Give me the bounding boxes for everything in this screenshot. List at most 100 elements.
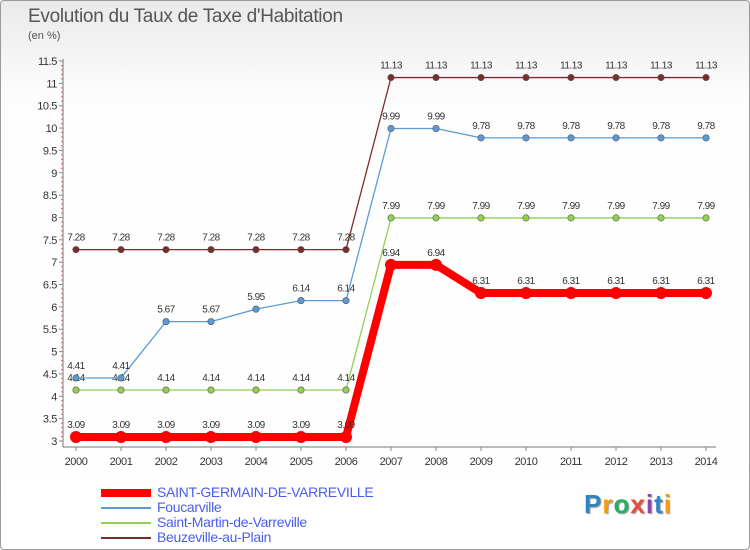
- legend-item-foucarville[interactable]: Foucarville: [101, 500, 373, 515]
- series-point: [700, 287, 712, 300]
- series-point: [610, 287, 622, 300]
- data-label: 4.14: [247, 373, 265, 384]
- legend-label-saint-germain: SAINT-GERMAIN-DE-VARREVILLE: [157, 484, 374, 500]
- data-label: 7.99: [472, 201, 490, 212]
- x-tick-label: 2003: [200, 456, 223, 468]
- legend: SAINT-GERMAIN-DE-VARREVILLE Foucarville …: [101, 484, 374, 545]
- data-label: 4.14: [202, 373, 220, 384]
- data-label: 11.13: [605, 61, 628, 72]
- x-tick-label: 2008: [425, 456, 448, 468]
- data-label: 11.13: [425, 61, 448, 72]
- legend-item-saint-martin[interactable]: Saint-Martin-de-Varreville: [101, 515, 373, 530]
- series-point: [432, 125, 440, 133]
- data-label: 11.13: [470, 61, 493, 72]
- series-point: [612, 134, 620, 142]
- x-tick-label: 2007: [380, 456, 403, 468]
- series-point: [655, 287, 667, 300]
- data-label: 7.28: [157, 233, 175, 244]
- data-label: 3.09: [157, 420, 175, 431]
- series-point: [657, 134, 665, 142]
- data-label: 7.99: [427, 201, 445, 212]
- series-point: [160, 430, 172, 443]
- data-label: 11.13: [695, 61, 718, 72]
- y-tick-label: 8.5: [43, 190, 57, 202]
- series-point: [162, 386, 170, 394]
- data-label: 4.14: [292, 373, 310, 384]
- data-label: 5.95: [247, 292, 265, 303]
- y-tick-label: 7: [51, 257, 57, 269]
- legend-label-foucarville: Foucarville: [157, 499, 222, 515]
- series-point: [295, 430, 307, 443]
- series-point: [117, 386, 125, 394]
- data-label: 9.78: [472, 121, 490, 132]
- y-tick-label: 3: [51, 436, 57, 448]
- x-tick-label: 2011: [560, 456, 582, 468]
- data-label: 4.41: [67, 361, 85, 372]
- data-label: 9.78: [517, 121, 535, 132]
- y-tick-label: 7.5: [43, 235, 57, 247]
- series-point: [387, 74, 395, 82]
- data-label: 4.14: [337, 373, 355, 384]
- data-label: 6.31: [562, 276, 580, 287]
- series-point: [252, 305, 260, 313]
- series-point: [657, 214, 665, 222]
- data-label: 7.28: [112, 233, 130, 244]
- y-tick-label: 8: [51, 212, 57, 224]
- data-label: 11.13: [515, 61, 538, 72]
- data-label: 7.99: [562, 201, 580, 212]
- data-label: 3.09: [337, 420, 355, 431]
- data-label: 5.67: [157, 305, 175, 316]
- series-point: [342, 297, 350, 305]
- legend-label-beuzeville: Beuzeville-au-Plain: [157, 529, 272, 545]
- data-label: 6.31: [607, 276, 625, 287]
- logo-letter: o: [613, 489, 631, 519]
- series-point: [565, 287, 577, 300]
- data-label: 3.09: [202, 420, 220, 431]
- series-point: [297, 386, 305, 394]
- series-point: [477, 134, 485, 142]
- legend-item-saint-germain[interactable]: SAINT-GERMAIN-DE-VARREVILLE: [101, 484, 374, 500]
- logo-letter: r: [602, 489, 614, 519]
- logo-letter: x: [630, 489, 646, 519]
- y-tick-label: 5.5: [43, 324, 57, 336]
- series-point: [522, 134, 530, 142]
- series-point: [342, 246, 350, 254]
- x-tick-label: 2009: [470, 456, 493, 468]
- x-tick-label: 2001: [110, 456, 133, 468]
- series-point: [207, 246, 215, 254]
- data-label: 7.99: [697, 201, 715, 212]
- series-point: [522, 74, 530, 82]
- y-tick-label: 6: [51, 302, 57, 314]
- data-label: 9.99: [382, 112, 400, 123]
- x-tick-label: 2006: [335, 456, 358, 468]
- series-point: [162, 246, 170, 254]
- y-tick-label: 5: [51, 347, 57, 359]
- series-point: [567, 74, 575, 82]
- legend-swatch-saint-martin: [101, 521, 151, 524]
- series-point: [340, 430, 352, 443]
- data-label: 9.78: [607, 121, 625, 132]
- series-point: [70, 430, 82, 443]
- series-point: [477, 214, 485, 222]
- data-label: 7.99: [607, 201, 625, 212]
- legend-item-beuzeville[interactable]: Beuzeville-au-Plain: [101, 530, 373, 545]
- data-label: 6.31: [472, 276, 490, 287]
- series-point: [567, 134, 575, 142]
- data-label: 7.99: [517, 201, 535, 212]
- x-tick-label: 2000: [65, 456, 88, 468]
- x-tick-label: 2013: [650, 456, 673, 468]
- series-point: [567, 214, 575, 222]
- y-tick-label: 6.5: [43, 280, 57, 292]
- series-point: [72, 246, 80, 254]
- data-label: 5.67: [202, 305, 220, 316]
- data-label: 6.31: [697, 276, 715, 287]
- series-point: [205, 430, 217, 443]
- data-label: 6.14: [337, 284, 355, 295]
- data-label: 11.13: [650, 61, 673, 72]
- series-point: [522, 214, 530, 222]
- series-point: [115, 430, 127, 443]
- series-point: [477, 74, 485, 82]
- series-point: [117, 374, 125, 382]
- series-point: [297, 246, 305, 254]
- chart-title: Evolution du Taux de Taxe d'Habitation: [28, 6, 343, 27]
